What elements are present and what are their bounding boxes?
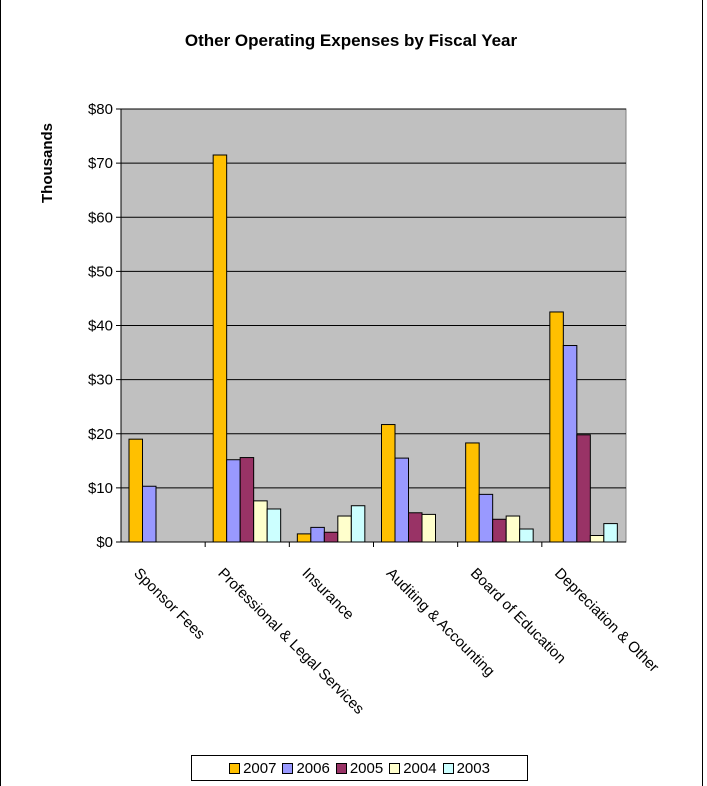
legend: 2007 2006 2005 2004 2003 (191, 755, 528, 781)
legend-swatch-2007 (229, 762, 241, 774)
bar (310, 526, 325, 543)
bar (296, 533, 312, 543)
chart-title: Other Operating Expenses by Fiscal Year (185, 31, 518, 50)
bar (465, 442, 480, 543)
legend-label-2005: 2005 (349, 759, 384, 777)
legend-item-2007: 2007 (229, 760, 276, 777)
bar (226, 459, 241, 543)
y-tick-label: $80 (88, 101, 113, 118)
bar (350, 505, 366, 543)
legend-item-2004: 2004 (389, 759, 437, 777)
y-tick-label: $10 (88, 480, 113, 497)
bar (576, 434, 591, 543)
legend-label-2003: 2003 (456, 759, 490, 777)
bar (589, 535, 605, 543)
bar (239, 457, 255, 543)
y-tick-label: $0 (96, 534, 113, 551)
legend-label-2006: 2006 (296, 759, 330, 777)
x-tick-label: Professional & Legal Services (214, 565, 367, 718)
bar (212, 154, 228, 543)
y-tick-label: $60 (88, 209, 113, 226)
bar (562, 345, 578, 543)
bar (603, 523, 618, 543)
bar (323, 531, 339, 543)
x-tick-label: Depreciation & Other (551, 565, 662, 676)
bar (519, 528, 534, 543)
bar (505, 515, 521, 543)
y-tick-label: $30 (88, 372, 113, 389)
legend-item-2005: 2005 (335, 759, 384, 777)
bar (128, 438, 143, 543)
x-tick-label: Insurance (299, 565, 358, 624)
bar (253, 500, 268, 543)
bar (421, 513, 436, 543)
legend-swatch-2003 (442, 762, 454, 774)
bar (492, 518, 507, 543)
legend-swatch-2004 (389, 762, 401, 774)
legend-swatch-2006 (282, 762, 294, 774)
legend-label-2004: 2004 (403, 759, 437, 777)
bar (408, 512, 423, 543)
bar (478, 493, 494, 543)
legend-item-2006: 2006 (282, 759, 330, 777)
legend-label-2007: 2007 (243, 759, 277, 777)
bar (394, 457, 409, 543)
y-tick-label: $70 (88, 155, 113, 172)
legend-item-2003: 2003 (442, 759, 490, 777)
bar (266, 508, 282, 543)
legend-swatch-2005 (335, 762, 347, 774)
bar (381, 424, 396, 543)
x-tick-label: Sponsor Fees (130, 565, 208, 643)
bar (549, 311, 564, 543)
y-tick-label: $20 (88, 426, 113, 443)
y-tick-label: $40 (88, 318, 113, 335)
y-tick-label: $50 (88, 263, 113, 280)
y-axis-label: Thousands (39, 123, 56, 203)
bar (142, 485, 157, 543)
bar (337, 515, 352, 543)
